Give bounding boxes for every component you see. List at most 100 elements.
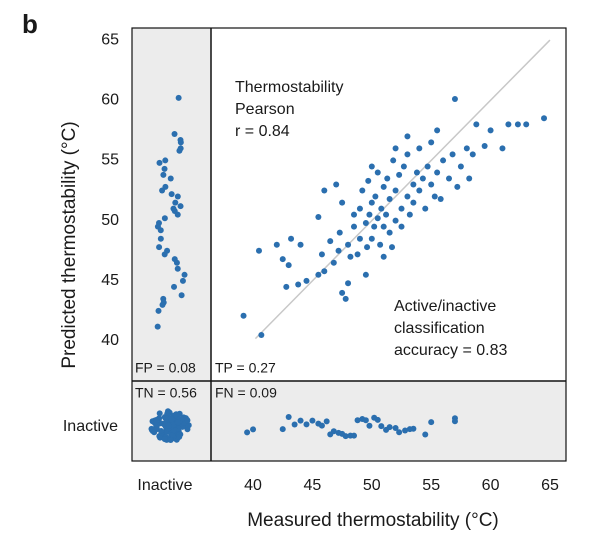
inactive-predicted-point bbox=[402, 427, 409, 434]
tn-point bbox=[156, 410, 163, 417]
accuracy-annotation: accuracy = 0.83 bbox=[394, 342, 508, 359]
x-category-label: Inactive bbox=[137, 477, 192, 494]
point bbox=[354, 251, 361, 258]
inactive-column-band bbox=[132, 28, 211, 461]
inactive-measured-point bbox=[181, 271, 188, 278]
tn-point bbox=[184, 417, 191, 424]
point bbox=[398, 223, 405, 230]
inactive-measured-point bbox=[159, 187, 166, 194]
inactive-predicted-point bbox=[386, 424, 393, 431]
inactive-measured-point bbox=[156, 159, 163, 166]
identity-line bbox=[254, 39, 551, 340]
fp-label: FP = 0.08 bbox=[135, 360, 196, 376]
point bbox=[364, 244, 371, 251]
inactive-predicted-point bbox=[422, 431, 429, 438]
point bbox=[416, 187, 423, 194]
inactive-measured-point bbox=[171, 130, 178, 137]
point bbox=[365, 177, 372, 184]
point bbox=[400, 163, 407, 170]
point bbox=[315, 271, 322, 278]
point bbox=[473, 121, 480, 128]
inactive-predicted-point bbox=[250, 426, 257, 433]
plot-frame bbox=[131, 27, 567, 462]
inactive-predicted-point bbox=[374, 416, 381, 423]
point bbox=[350, 223, 357, 230]
point bbox=[288, 235, 295, 242]
x-tick-label: 55 bbox=[422, 477, 440, 494]
inactive-predicted-point bbox=[378, 423, 385, 430]
point bbox=[374, 169, 381, 176]
inactive-measured-point bbox=[162, 157, 169, 164]
inactive-measured-point bbox=[156, 244, 163, 251]
inactive-predicted-point bbox=[354, 417, 361, 424]
point bbox=[372, 193, 379, 200]
point bbox=[514, 121, 521, 128]
x-tick-label: 65 bbox=[541, 477, 559, 494]
point bbox=[377, 241, 384, 248]
inactive-measured-point bbox=[174, 265, 181, 272]
inactive-measured-point bbox=[161, 165, 168, 172]
x-axis-label: Measured thermostability (°C) bbox=[247, 510, 499, 531]
point bbox=[368, 199, 375, 206]
inactive-measured-point bbox=[179, 277, 186, 284]
point bbox=[523, 121, 530, 128]
point bbox=[424, 163, 431, 170]
inactive-predicted-point bbox=[451, 418, 458, 425]
point bbox=[283, 283, 290, 290]
accuracy-annotation: Active/inactive bbox=[394, 298, 496, 315]
point bbox=[451, 96, 458, 103]
inactive-predicted-point bbox=[410, 425, 417, 432]
inactive-measured-point bbox=[176, 147, 183, 154]
tn-point bbox=[148, 425, 155, 432]
point bbox=[339, 199, 346, 206]
x-tick-label: 40 bbox=[244, 477, 262, 494]
point bbox=[359, 187, 366, 194]
point bbox=[350, 211, 357, 218]
point bbox=[362, 220, 369, 227]
tn-point bbox=[173, 411, 180, 418]
point bbox=[449, 151, 456, 158]
inactive-predicted-point bbox=[291, 421, 298, 428]
point bbox=[396, 171, 403, 178]
tn-point bbox=[169, 432, 176, 439]
inactive-predicted-point bbox=[244, 429, 251, 436]
point bbox=[374, 215, 381, 222]
point bbox=[285, 262, 292, 269]
point bbox=[240, 312, 247, 319]
point bbox=[416, 145, 423, 152]
point bbox=[487, 127, 494, 134]
point bbox=[362, 271, 369, 278]
inactive-measured-point bbox=[171, 283, 178, 290]
point bbox=[392, 187, 399, 194]
inactive-predicted-point bbox=[279, 426, 286, 433]
inactive-predicted-point bbox=[330, 428, 337, 435]
point bbox=[410, 181, 417, 188]
point bbox=[454, 183, 461, 190]
inactive-predicted-point bbox=[285, 414, 292, 421]
inactive-measured-point bbox=[159, 301, 166, 308]
point bbox=[330, 259, 337, 266]
point bbox=[392, 145, 399, 152]
inactive-predicted-point bbox=[362, 417, 369, 424]
inactive-predicted-point bbox=[323, 418, 330, 425]
point bbox=[499, 145, 506, 152]
point bbox=[419, 175, 426, 182]
point bbox=[410, 199, 417, 206]
inactive-measured-point bbox=[168, 191, 175, 198]
point bbox=[431, 193, 438, 200]
inactive-measured-point bbox=[174, 211, 181, 218]
point bbox=[428, 181, 435, 188]
inactive-predicted-point bbox=[303, 421, 310, 428]
y-tick-label: 65 bbox=[101, 31, 119, 48]
inactive-measured-point bbox=[172, 199, 179, 206]
pearson-annotation: r = 0.84 bbox=[235, 123, 290, 140]
point bbox=[505, 121, 512, 128]
tn-point bbox=[163, 415, 170, 422]
y-tick-label: 45 bbox=[101, 272, 119, 289]
y-tick-label: 40 bbox=[101, 332, 119, 349]
point bbox=[389, 244, 396, 251]
inactive-measured-point bbox=[167, 175, 174, 182]
inactive-measured-point bbox=[160, 171, 167, 178]
point bbox=[386, 229, 393, 236]
